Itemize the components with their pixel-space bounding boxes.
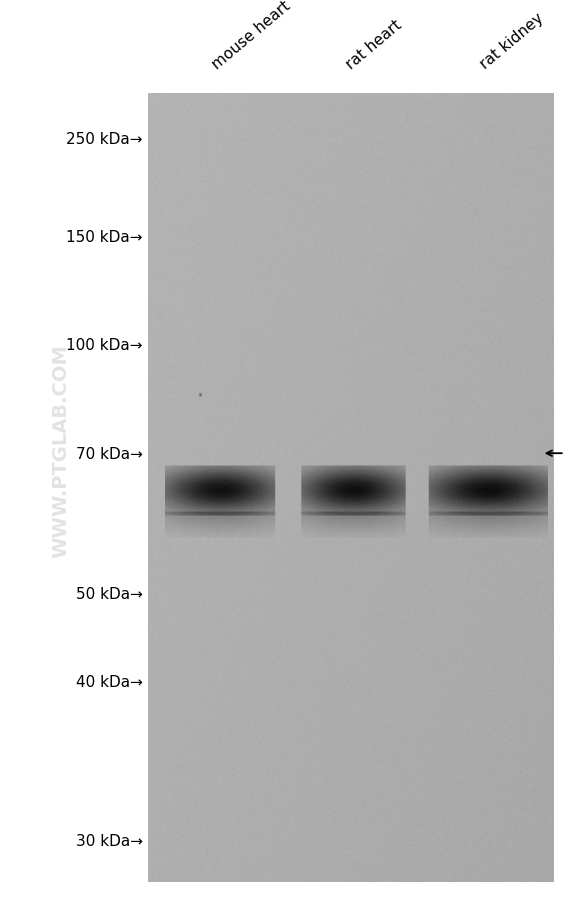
Text: 70 kDa→: 70 kDa→ (76, 446, 143, 461)
Text: rat kidney: rat kidney (477, 11, 547, 72)
Text: rat heart: rat heart (343, 17, 404, 72)
Text: 100 kDa→: 100 kDa→ (66, 338, 143, 353)
Text: 250 kDa→: 250 kDa→ (66, 133, 143, 147)
Text: WWW.PTGLAB.COM: WWW.PTGLAB.COM (52, 345, 70, 557)
Text: 30 kDa→: 30 kDa→ (76, 833, 143, 848)
Text: 150 kDa→: 150 kDa→ (66, 230, 143, 244)
Text: 50 kDa→: 50 kDa→ (76, 586, 143, 601)
Text: mouse heart: mouse heart (209, 0, 293, 72)
Text: 40 kDa→: 40 kDa→ (76, 675, 143, 689)
